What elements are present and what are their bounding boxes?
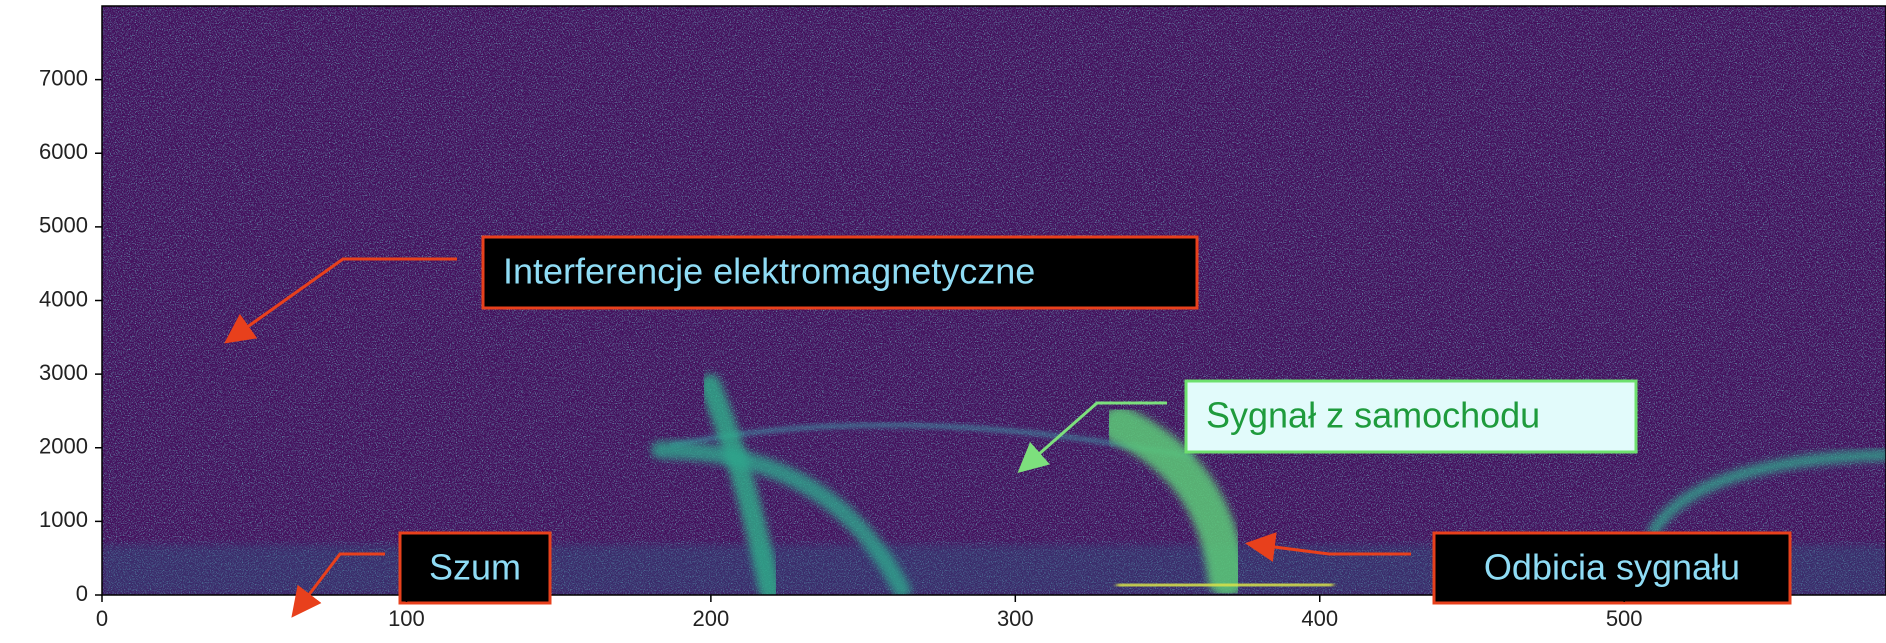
- y-tick-label: 1000: [39, 507, 88, 532]
- y-tick-label: 5000: [39, 213, 88, 238]
- y-tick-label: 3000: [39, 360, 88, 385]
- signal-curve: [699, 374, 781, 595]
- arrow: [1017, 401, 1167, 473]
- signal-reflection: [1116, 580, 1334, 590]
- signal-curve: [1648, 449, 1886, 536]
- x-tick-label: 500: [1606, 606, 1643, 631]
- signal-curve: [651, 441, 911, 595]
- x-tick-label: 200: [693, 606, 730, 631]
- x-tick-label: 400: [1301, 606, 1338, 631]
- annotation: Odbicia sygnału: [1245, 531, 1792, 605]
- y-tick-label: 2000: [39, 434, 88, 459]
- y-tick-label: 7000: [39, 65, 88, 90]
- annotation-text: Szum: [429, 547, 521, 588]
- signal-curve: [1101, 406, 1246, 595]
- annotation-box: [1184, 379, 1638, 454]
- annotation-text: Sygnał z samochodu: [1206, 395, 1540, 436]
- annotation-box: [1432, 531, 1792, 605]
- x-tick-label: 300: [997, 606, 1034, 631]
- annotation-box: [481, 235, 1199, 310]
- annotation: Sygnał z samochodu: [1017, 379, 1638, 473]
- arrow: [291, 552, 385, 618]
- y-tick-label: 0: [76, 581, 88, 606]
- y-tick-label: 6000: [39, 139, 88, 164]
- x-tick-label: 0: [96, 606, 108, 631]
- annotation-text: Odbicia sygnału: [1484, 547, 1740, 588]
- annotation-box: [398, 531, 552, 605]
- annotation: Interferencje elektromagnetyczne: [224, 235, 1199, 344]
- annotation: Szum: [291, 531, 552, 618]
- arrow: [1245, 532, 1411, 562]
- arrow: [224, 257, 457, 344]
- x-tick-label: 100: [388, 606, 425, 631]
- y-tick-label: 4000: [39, 286, 88, 311]
- annotation-text: Interferencje elektromagnetyczne: [503, 251, 1035, 292]
- car-signals: [651, 374, 1886, 595]
